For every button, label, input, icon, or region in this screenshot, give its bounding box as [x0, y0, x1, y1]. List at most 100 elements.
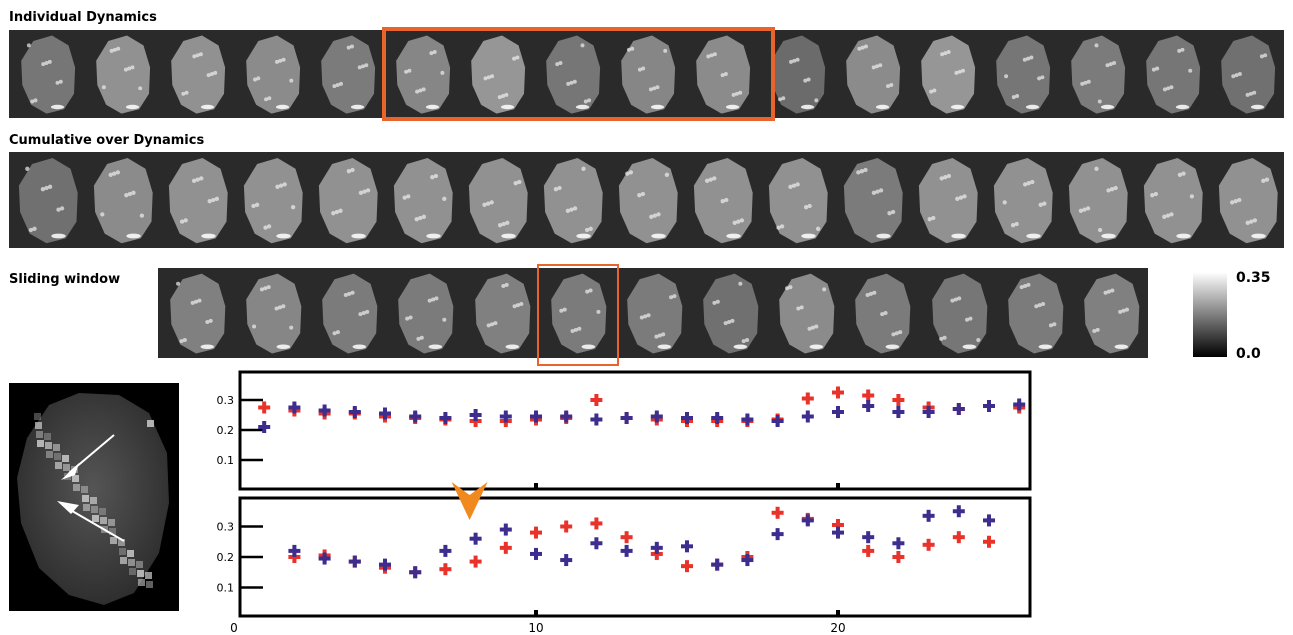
data-point: [469, 409, 482, 421]
tile-image: [546, 35, 601, 114]
data-point: [439, 544, 452, 557]
data-point: [1013, 401, 1026, 414]
data-point: [499, 410, 512, 423]
zoomed-image: [9, 383, 179, 611]
y-tick-label: 0.3: [217, 521, 235, 534]
data-point: [741, 415, 754, 427]
tile-image: [396, 35, 451, 114]
data-point: [711, 558, 724, 571]
tile-image: [996, 35, 1051, 114]
sliding-window-strip: [158, 268, 1148, 358]
tile-image: [771, 35, 826, 114]
individual-dynamics-label: Individual Dynamics: [9, 10, 157, 25]
data-point: [318, 549, 331, 562]
individual-dynamics-strip: [9, 30, 1284, 118]
tile-image: [703, 273, 759, 354]
tile-image: [398, 273, 454, 354]
data-point: [258, 421, 271, 433]
data-point: [590, 517, 603, 530]
tile-image: [246, 35, 301, 114]
tile-image: [627, 273, 683, 354]
data-point: [983, 514, 995, 527]
data-point: [469, 415, 482, 427]
data-point: [741, 413, 754, 426]
data-point: [952, 531, 965, 544]
cumulative-strip: [9, 152, 1284, 248]
tile-image: [322, 273, 378, 354]
x-tick-label: 0: [230, 621, 238, 635]
tile-image: [246, 273, 302, 354]
data-point: [620, 544, 633, 557]
tile-image: [931, 273, 987, 354]
data-point: [862, 389, 875, 402]
data-point: [862, 400, 875, 412]
data-point: [922, 509, 935, 522]
tile-image: [96, 35, 151, 114]
data-point: [439, 413, 452, 426]
data-point: [801, 392, 814, 405]
data-point: [469, 555, 482, 568]
data-point: [681, 540, 693, 553]
data-point: [681, 560, 693, 573]
data-point: [288, 551, 301, 563]
data-point: [590, 537, 603, 550]
data-point: [952, 403, 965, 415]
colorbar-min-label: 0.0: [1236, 346, 1261, 362]
chart-bottom-frame: [238, 496, 1032, 618]
data-point: [983, 400, 995, 412]
data-point: [499, 415, 512, 427]
tile-image: [18, 158, 78, 244]
data-point: [560, 520, 573, 533]
data-point: [379, 407, 391, 420]
y-tick-label: 0.1: [217, 454, 235, 467]
data-point: [499, 523, 512, 536]
data-point: [832, 518, 844, 531]
y-tick-label: 0.1: [217, 582, 235, 595]
data-point: [439, 412, 452, 424]
data-point: [952, 403, 965, 415]
data-point: [741, 551, 754, 563]
data-point: [620, 412, 633, 424]
data-point: [379, 410, 391, 423]
tile-image: [1068, 158, 1128, 244]
data-point: [711, 412, 724, 424]
data-point: [590, 413, 603, 426]
data-point: [348, 406, 361, 418]
tile-image: [168, 158, 228, 244]
tile-image: [393, 158, 453, 244]
tile-image: [1143, 158, 1203, 244]
tile-image: [918, 158, 978, 244]
data-point: [832, 406, 844, 418]
data-point: [409, 566, 422, 579]
data-point: [318, 552, 331, 565]
data-point: [530, 413, 542, 426]
data-point: [892, 537, 905, 550]
data-point: [258, 401, 271, 414]
individual-highlight-frame: [382, 27, 775, 121]
tile-image: [1071, 35, 1126, 114]
arrow-icon: [57, 501, 79, 514]
data-point: [892, 394, 905, 406]
data-point: [650, 413, 663, 426]
zoomed-image-graphic: [17, 393, 169, 605]
data-point: [771, 528, 784, 541]
data-point: [560, 554, 573, 567]
data-point: [892, 551, 905, 563]
data-point: [771, 415, 784, 427]
data-point: [530, 410, 542, 423]
data-point: [922, 406, 935, 418]
tile-image: [170, 273, 226, 354]
data-point: [288, 401, 301, 414]
data-point: [983, 535, 995, 548]
data-point: [620, 531, 633, 544]
y-tick-label: 0.2: [217, 424, 235, 437]
tile-image: [21, 35, 76, 114]
data-point: [681, 412, 693, 424]
data-point: [469, 532, 482, 545]
data-point: [862, 544, 875, 557]
data-point: [922, 401, 935, 414]
data-point: [530, 526, 542, 539]
data-point: [952, 505, 965, 518]
data-point: [801, 512, 814, 525]
data-point: [832, 526, 844, 539]
